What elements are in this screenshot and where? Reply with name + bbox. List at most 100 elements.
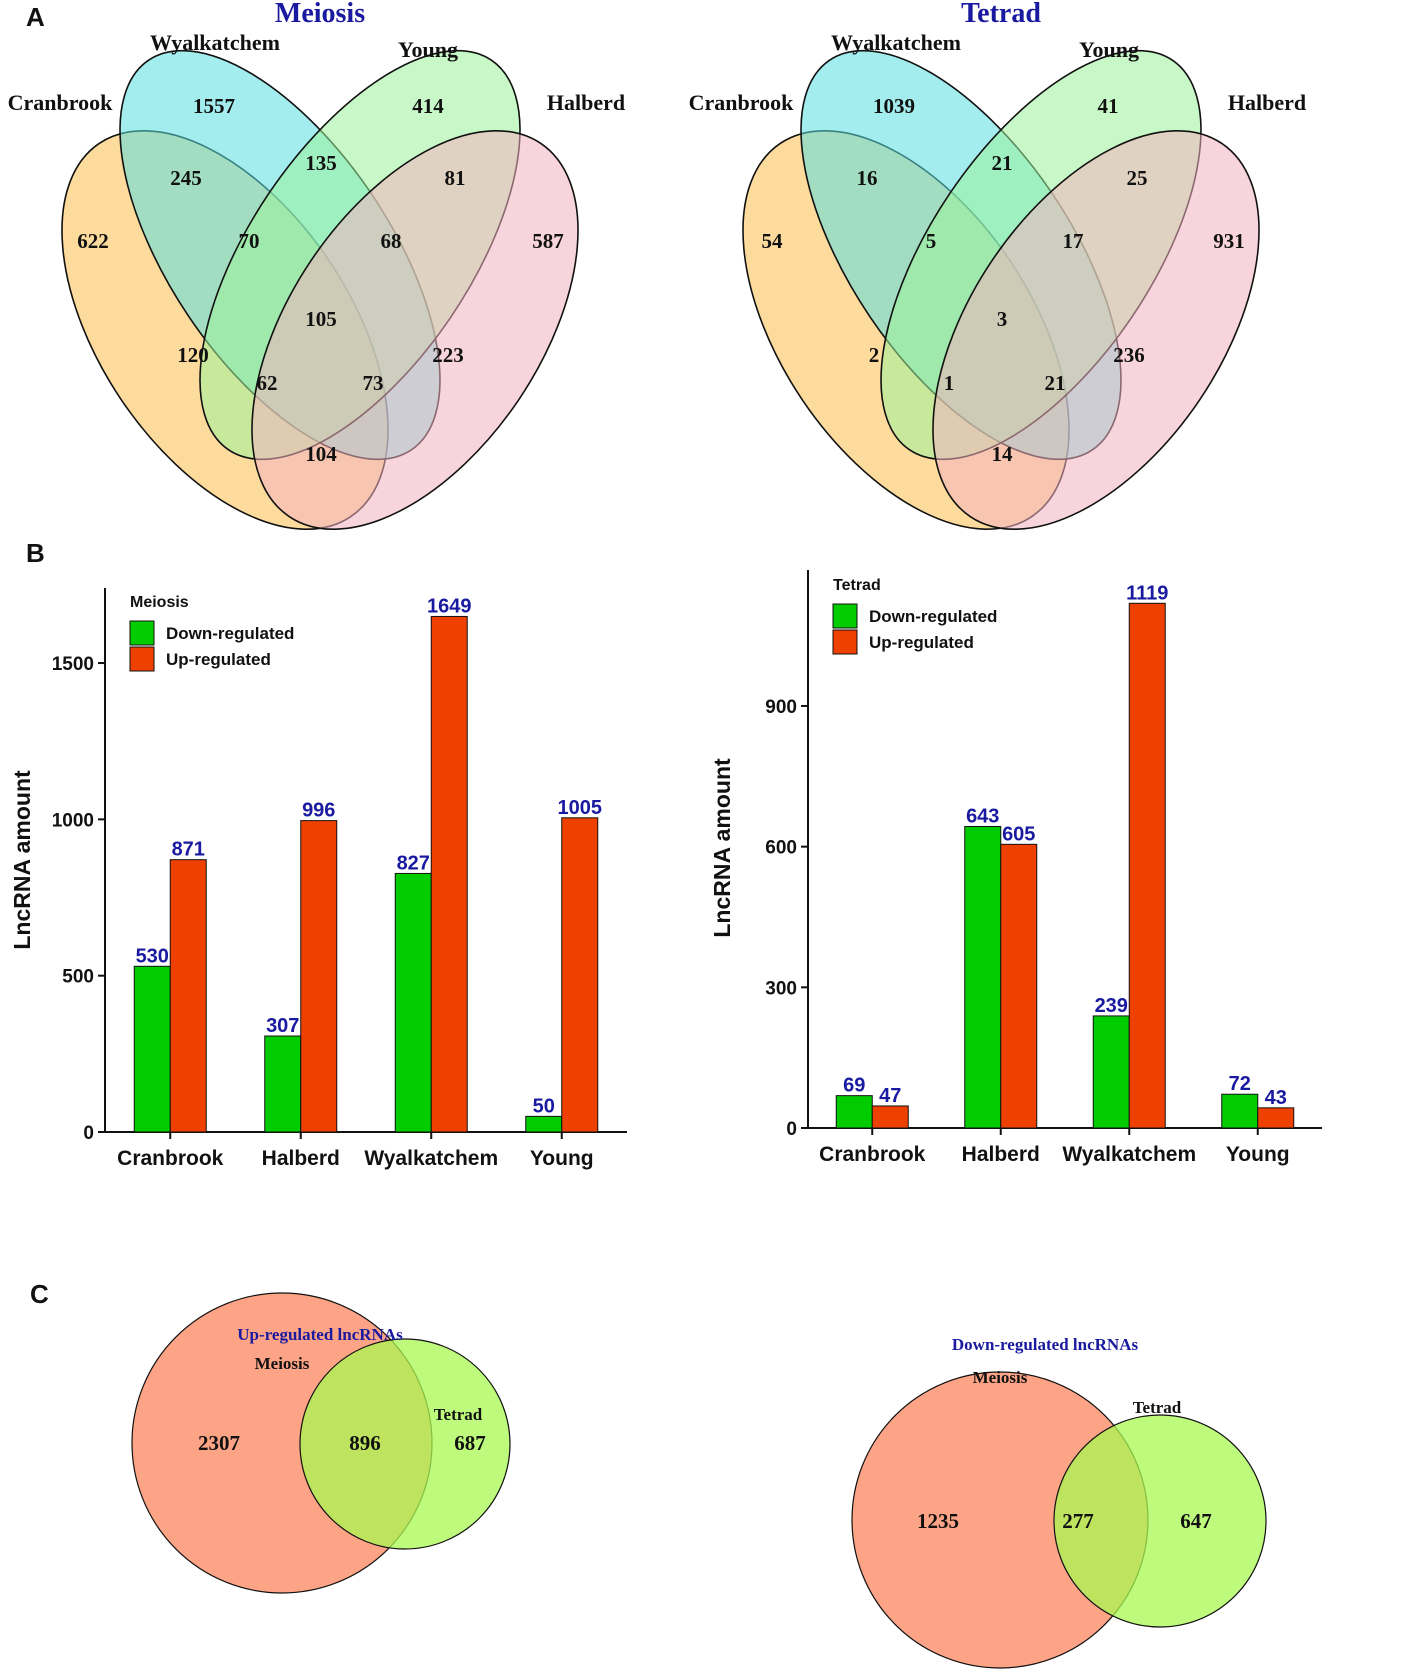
bar-tetrad-halberd-down-regulated bbox=[964, 825, 1002, 1129]
venn-down-regulated-lncrnas-both: 277 bbox=[1062, 1509, 1094, 1533]
venn-meiosis-region-cwh: 73 bbox=[363, 371, 384, 395]
bar-tetrad-halberd-up-regulated-label: 605 bbox=[1002, 823, 1035, 845]
bar-meiosis-legend-swatch-down-regulated bbox=[129, 620, 155, 646]
bar-tetrad-ytick-label-0: 0 bbox=[786, 1119, 797, 1140]
bar-meiosis-cranbrook-down-regulated bbox=[133, 965, 171, 1133]
venn-meiosis-set-halberd bbox=[251, 130, 579, 530]
bar-meiosis-xlabel-young: Young bbox=[530, 1147, 594, 1170]
venn-down-regulated-lncrnas-circle-tetrad bbox=[1053, 1414, 1267, 1628]
bar-tetrad-halberd-down-regulated-label: 643 bbox=[966, 805, 999, 827]
bar-tetrad-wyalkatchem-down-regulated bbox=[1092, 1015, 1130, 1129]
bar-tetrad-legend-swatch-up-regulated bbox=[832, 629, 858, 655]
venn-meiosis-region-cyh: 62 bbox=[257, 371, 278, 395]
bar-meiosis-ytick-label-1000: 1000 bbox=[52, 810, 94, 831]
venn-tetrad-region-wh: 236 bbox=[1113, 343, 1145, 367]
venn-up-regulated-lncrnas-label-tetrad: Tetrad bbox=[434, 1405, 483, 1424]
venn-meiosis-label-young: Young bbox=[398, 37, 458, 62]
bar-tetrad-xlabel-young: Young bbox=[1226, 1143, 1290, 1166]
bar-meiosis-young-down-regulated bbox=[525, 1115, 563, 1133]
venn-meiosis-region-w: 1557 bbox=[193, 94, 235, 118]
venn-down-regulated: Down-regulated lncRNAs Meiosis Tetrad 1235 2… bbox=[851, 1335, 1267, 1669]
venn-tetrad-region-cyh: 1 bbox=[944, 371, 955, 395]
bar-meiosis-xlabel-wyalkatchem: Wyalkatchem bbox=[364, 1147, 498, 1170]
bar-meiosis-wyalkatchem-down-regulated bbox=[394, 872, 432, 1133]
venn-up-regulated-lncrnas-label-meiosis: Meiosis bbox=[255, 1354, 310, 1373]
bar-meiosis-cranbrook-down-regulated-label: 530 bbox=[136, 945, 169, 967]
bar-meiosis-legend-swatch-up-regulated bbox=[129, 646, 155, 672]
venn-meiosis-region-wy: 135 bbox=[305, 151, 337, 175]
venn-meiosis-label-cranbrook: Cranbrook bbox=[8, 90, 113, 115]
bar-meiosis-xlabel-cranbrook: Cranbrook bbox=[117, 1147, 224, 1170]
bar-meiosis-ytick-label-1500: 1500 bbox=[52, 654, 94, 675]
venn-tetrad-region-h: 931 bbox=[1213, 229, 1245, 253]
bar-chart-tetrad: 0 300 600 900 LncRNA amount Cranbrook 69 47 Halb… bbox=[709, 570, 1322, 1166]
venn-tetrad-label-young: Young bbox=[1079, 37, 1139, 62]
venn-meiosis-region-y: 414 bbox=[412, 94, 444, 118]
venn-meiosis-region-ch: 104 bbox=[305, 442, 337, 466]
bar-meiosis-ylabel: LncRNA amount bbox=[9, 770, 35, 950]
venn-meiosis-region-cwy: 70 bbox=[239, 229, 260, 253]
bar-tetrad-cranbrook-up-regulated-label: 47 bbox=[879, 1085, 901, 1107]
venn-down-regulated-lncrnas-label-tetrad: Tetrad bbox=[1133, 1398, 1182, 1417]
bar-tetrad-xlabel-halberd: Halberd bbox=[962, 1143, 1040, 1166]
panel-letter-b: B bbox=[26, 538, 45, 568]
bar-meiosis-halberd-down-regulated bbox=[264, 1035, 302, 1133]
bar-meiosis-young-down-regulated-label: 50 bbox=[533, 1095, 555, 1117]
venn-tetrad-region-y: 41 bbox=[1098, 94, 1119, 118]
bar-meiosis-halberd-up-regulated-label: 996 bbox=[302, 800, 335, 822]
venn-meiosis-title: Meiosis bbox=[275, 0, 365, 29]
panel-letter-a: A bbox=[26, 2, 45, 32]
venn-down-regulated-lncrnas-tetrad-only: 647 bbox=[1180, 1509, 1212, 1533]
bar-tetrad-legend-label-down-regulated: Down-regulated bbox=[869, 607, 997, 626]
bar-meiosis-halberd-down-regulated-label: 307 bbox=[266, 1015, 299, 1037]
bar-tetrad-ytick-label-900: 900 bbox=[765, 697, 797, 718]
bar-meiosis-ytick-label-0: 0 bbox=[83, 1123, 94, 1144]
venn-tetrad-label-halberd: Halberd bbox=[1228, 90, 1306, 115]
venn-meiosis: Meiosis Cranbrook Wyalkatchem Young Halberd 6… bbox=[8, 0, 625, 530]
venn-tetrad-region-wyh: 17 bbox=[1063, 229, 1084, 253]
bar-tetrad-legend-title: Tetrad bbox=[833, 577, 881, 594]
bar-tetrad-legend-label-up-regulated: Up-regulated bbox=[869, 633, 974, 652]
bar-tetrad-halberd-up-regulated bbox=[1000, 843, 1038, 1129]
bar-meiosis-legend-label-up-regulated: Up-regulated bbox=[166, 650, 271, 669]
venn-meiosis-region-cy: 120 bbox=[177, 343, 209, 367]
bar-meiosis-cranbrook-up-regulated-label: 871 bbox=[172, 839, 205, 861]
venn-tetrad-label-cranbrook: Cranbrook bbox=[689, 90, 794, 115]
bar-meiosis-young-up-regulated-label: 1005 bbox=[558, 797, 603, 819]
bar-tetrad-wyalkatchem-up-regulated bbox=[1128, 602, 1166, 1129]
venn-up-regulated-lncrnas-circle-tetrad bbox=[299, 1338, 511, 1550]
bar-tetrad-wyalkatchem-up-regulated-label: 1119 bbox=[1126, 582, 1168, 604]
venn-meiosis-region-cwyh: 105 bbox=[305, 307, 337, 331]
venn-down-regulated-lncrnas-title: Down-regulated lncRNAs bbox=[952, 1335, 1139, 1354]
venn-tetrad-region-cwyh: 3 bbox=[997, 307, 1008, 331]
venn-up-regulated-lncrnas-tetrad-only: 687 bbox=[454, 1431, 486, 1455]
bar-chart-meiosis: 0 500 1000 1500 LncRNA amount Cranbrook 530 871… bbox=[9, 588, 627, 1170]
venn-meiosis-region-wh: 223 bbox=[432, 343, 464, 367]
bar-meiosis-young-up-regulated bbox=[561, 817, 599, 1133]
venn-tetrad-region-ch: 14 bbox=[992, 442, 1014, 466]
bar-tetrad-young-down-regulated bbox=[1221, 1093, 1259, 1129]
venn-tetrad-set-halberd bbox=[932, 130, 1260, 530]
venn-tetrad-region-cwh: 21 bbox=[1045, 371, 1066, 395]
bar-meiosis-legend-title: Meiosis bbox=[130, 594, 189, 611]
bar-tetrad-ytick-label-300: 300 bbox=[765, 978, 797, 999]
bar-tetrad-cranbrook-up-regulated bbox=[871, 1105, 909, 1129]
venn-tetrad-region-c: 54 bbox=[762, 229, 784, 253]
bar-meiosis-wyalkatchem-up-regulated bbox=[430, 615, 468, 1133]
panel-letter-c: C bbox=[30, 1279, 49, 1309]
venn-down-regulated-lncrnas-meiosis-only: 1235 bbox=[917, 1509, 959, 1533]
bar-tetrad-wyalkatchem-down-regulated-label: 239 bbox=[1095, 995, 1128, 1017]
bar-tetrad-xlabel-cranbrook: Cranbrook bbox=[819, 1143, 926, 1166]
venn-meiosis-region-c: 622 bbox=[77, 229, 109, 253]
venn-up-regulated-lncrnas-both: 896 bbox=[349, 1431, 381, 1455]
venn-meiosis-label-wyalkatchem: Wyalkatchem bbox=[150, 30, 280, 55]
venn-down-regulated-lncrnas-label-meiosis: Meiosis bbox=[973, 1368, 1028, 1387]
bar-tetrad-ytick-label-600: 600 bbox=[765, 838, 797, 859]
bar-meiosis-cranbrook-up-regulated bbox=[169, 859, 207, 1133]
bar-tetrad-young-down-regulated-label: 72 bbox=[1229, 1073, 1251, 1095]
venn-tetrad-title: Tetrad bbox=[961, 0, 1041, 29]
bar-tetrad-cranbrook-down-regulated bbox=[835, 1095, 873, 1129]
bar-meiosis-legend-label-down-regulated: Down-regulated bbox=[166, 624, 294, 643]
